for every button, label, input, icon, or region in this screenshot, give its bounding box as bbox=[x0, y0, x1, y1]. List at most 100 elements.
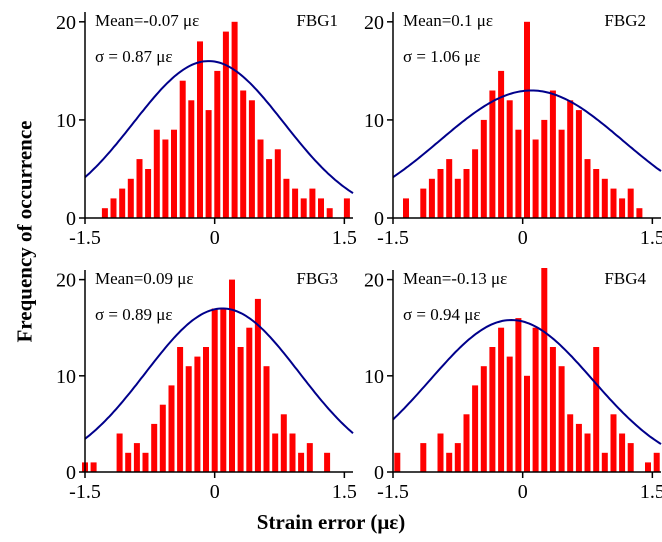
chart-3-bar bbox=[324, 452, 331, 472]
chart-4-y-tick-label: 20 bbox=[364, 270, 384, 292]
chart-1-bar bbox=[343, 198, 350, 218]
chart-1-bar bbox=[300, 198, 307, 218]
chart-4-bar bbox=[584, 433, 591, 472]
chart-3-bar bbox=[263, 366, 270, 472]
chart-3-bar bbox=[211, 308, 218, 472]
chart-2-bar bbox=[627, 188, 634, 218]
chart-1-bar bbox=[326, 208, 333, 218]
chart-1-bar bbox=[205, 110, 212, 218]
chart-1-bar bbox=[318, 198, 324, 218]
chart-2-bar bbox=[567, 100, 574, 218]
chart-1-y-tick-label: 10 bbox=[56, 110, 76, 132]
chart-1-bar bbox=[283, 178, 290, 218]
chart-4-bar bbox=[437, 433, 444, 472]
chart-2-bar bbox=[524, 21, 530, 218]
chart-3-bar bbox=[280, 414, 287, 472]
chart-1-bar bbox=[197, 41, 203, 219]
chart-1-bar bbox=[171, 129, 177, 218]
chart-1-bar bbox=[162, 139, 169, 218]
chart-2-bar bbox=[446, 159, 453, 218]
chart-4-mean-annotation: Mean=-0.13 με bbox=[403, 269, 507, 288]
chart-2-fit-curve bbox=[392, 89, 662, 179]
chart-3-y-tick-label: 20 bbox=[56, 270, 76, 292]
chart-2-x-tick-label: 0 bbox=[518, 227, 528, 249]
x-axis-label: Strain error (με) bbox=[256, 510, 406, 534]
chart-1-bar bbox=[153, 129, 160, 218]
chart-3-bar bbox=[133, 443, 140, 472]
chart-1-bar bbox=[309, 188, 316, 218]
chart-1-bar bbox=[292, 188, 299, 218]
chart-4-bar bbox=[524, 375, 530, 472]
chart-2-bar bbox=[610, 188, 617, 218]
chart-4-bar bbox=[420, 443, 427, 472]
chart-1-bar bbox=[222, 31, 229, 218]
chart-2-legend-label: FBG2 bbox=[604, 11, 646, 30]
chart-1-bar bbox=[179, 80, 186, 218]
chart-1-mean-annotation: Mean=-0.07 με bbox=[95, 11, 199, 30]
chart-1-bar bbox=[231, 21, 238, 218]
chart-2-bar bbox=[515, 129, 522, 218]
chart-4-bar bbox=[463, 414, 470, 472]
chart-1-bar bbox=[101, 208, 108, 218]
chart-3-bar bbox=[237, 347, 244, 472]
chart-3-bar bbox=[289, 433, 296, 472]
chart-3-bar bbox=[229, 279, 235, 472]
chart-3-x-tick-label: -1.5 bbox=[69, 481, 101, 503]
chart-2-bar bbox=[636, 208, 643, 218]
chart-4-bar bbox=[558, 366, 565, 472]
chart-4-x-tick-label: 1.5 bbox=[640, 481, 662, 503]
chart-2-sigma-annotation: σ = 1.06 με bbox=[403, 47, 481, 66]
chart-3-bar bbox=[220, 308, 227, 472]
chart-2-y-tick-label: 10 bbox=[364, 110, 384, 132]
chart-1-x-tick-label: 0 bbox=[210, 227, 220, 249]
chart-3-bar bbox=[159, 404, 166, 472]
chart-2-bar bbox=[472, 149, 479, 218]
chart-4-bar bbox=[489, 347, 496, 472]
chart-2-bar bbox=[619, 198, 626, 218]
chart-4-bar bbox=[541, 268, 548, 472]
chart-1-fit-curve bbox=[84, 60, 354, 194]
chart-1-bar bbox=[110, 198, 117, 218]
chart-1-y-tick-label: 0 bbox=[66, 208, 76, 230]
chart-1-bar bbox=[188, 100, 195, 218]
chart-3-bar bbox=[116, 433, 123, 472]
chart-4-bar bbox=[394, 452, 401, 472]
chart-4-x-tick-label: -1.5 bbox=[377, 481, 409, 503]
chart-2-bar bbox=[584, 159, 591, 218]
chart-3-bar bbox=[185, 366, 192, 472]
chart-2-y-tick-label: 20 bbox=[364, 12, 384, 34]
chart-2-bar bbox=[489, 90, 496, 218]
chart-2-bar bbox=[532, 139, 539, 218]
chart-3-y-tick-label: 10 bbox=[56, 366, 76, 388]
chart-4-bar bbox=[454, 443, 461, 472]
y-axis-label-text: Frequency of occurrence bbox=[12, 120, 37, 342]
chart-3-legend-label: FBG3 bbox=[296, 269, 338, 288]
chart-2-bar bbox=[454, 178, 461, 218]
chart-2-bar bbox=[541, 119, 548, 218]
chart-4-bar bbox=[653, 452, 660, 472]
chart-4-x-tick-label: 0 bbox=[518, 481, 528, 503]
chart-1-x-tick-label: -1.5 bbox=[69, 227, 101, 249]
chart-4-bar bbox=[610, 414, 617, 472]
chart-4-y-tick-label: 10 bbox=[364, 366, 384, 388]
chart-3-bar bbox=[142, 452, 149, 472]
chart-2-bar bbox=[463, 169, 470, 218]
chart-1-sigma-annotation: σ = 0.87 με bbox=[95, 47, 173, 66]
chart-2-bar bbox=[601, 178, 608, 218]
chart-3-bar bbox=[194, 356, 201, 472]
chart-2-bar bbox=[428, 178, 435, 218]
chart-3-bar bbox=[125, 452, 132, 472]
chart-4-fit-curve bbox=[392, 318, 662, 445]
chart-3-bar bbox=[246, 327, 253, 472]
chart-4-bar bbox=[446, 452, 453, 472]
chart-4-bar bbox=[627, 443, 634, 472]
chart-3-bar bbox=[298, 452, 305, 472]
chart-3-fit-curve bbox=[84, 307, 354, 440]
chart-2-x-tick-label: -1.5 bbox=[377, 227, 409, 249]
chart-3-bar bbox=[151, 423, 158, 472]
chart-1-bar bbox=[214, 70, 221, 219]
chart-2-bar bbox=[549, 90, 556, 218]
chart-4-bar bbox=[480, 366, 487, 472]
chart-3-bar bbox=[90, 462, 97, 472]
